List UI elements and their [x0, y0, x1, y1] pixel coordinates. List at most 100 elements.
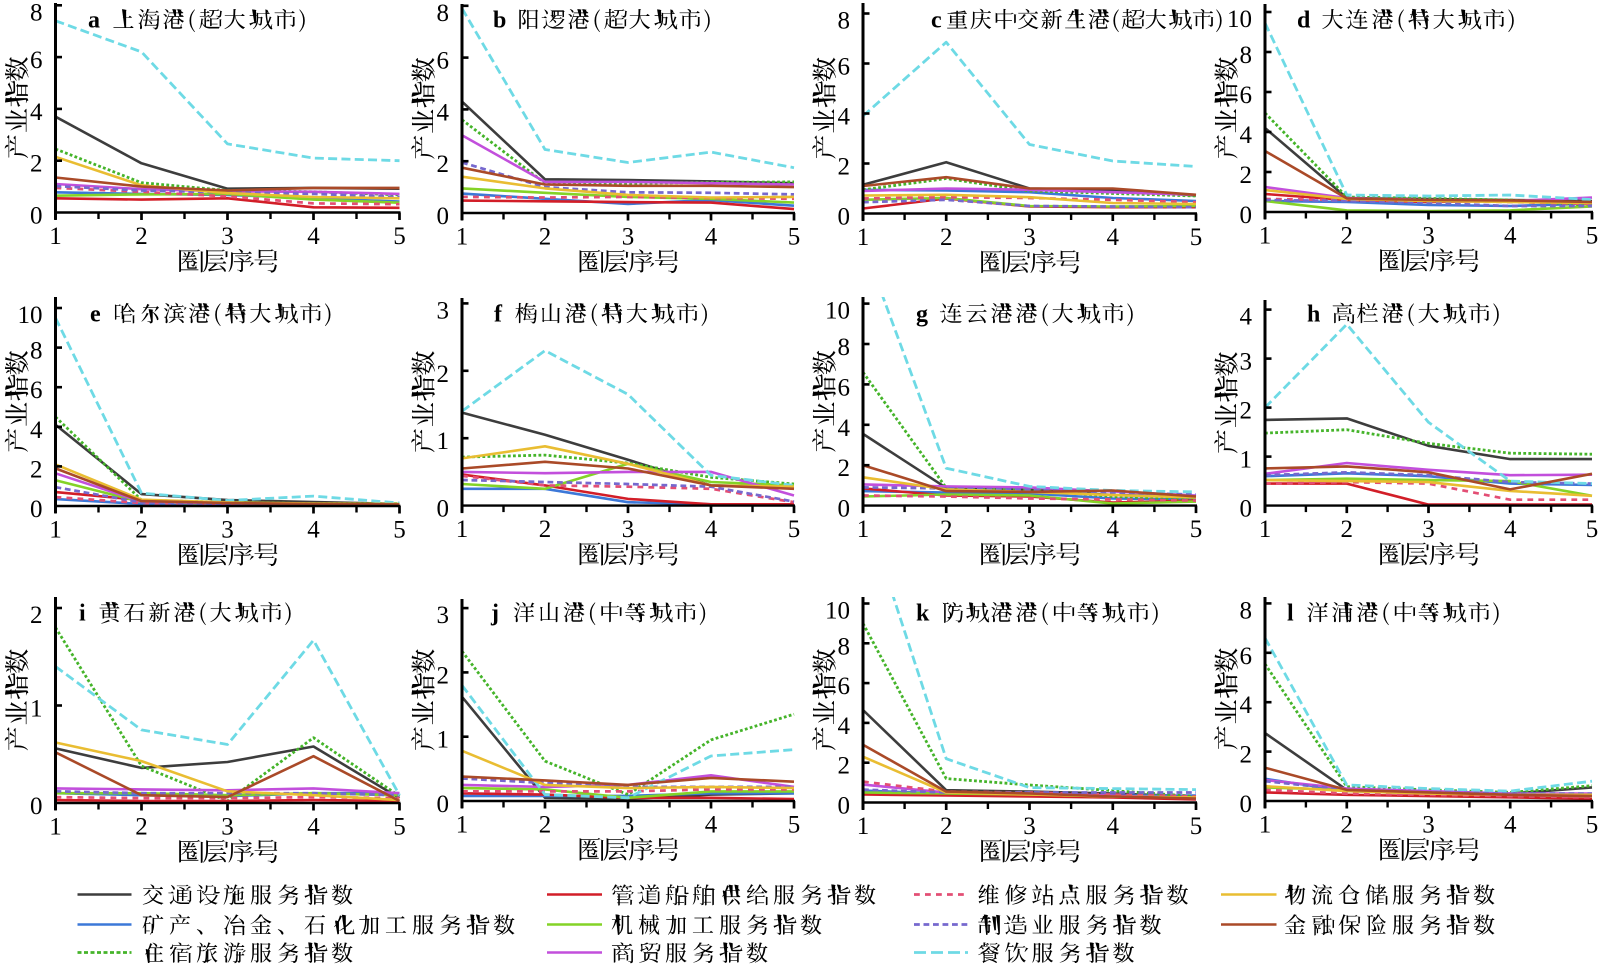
svg-text:8: 8	[1240, 42, 1253, 69]
svg-text:3: 3	[1023, 516, 1036, 543]
svg-text:5: 5	[1190, 516, 1203, 543]
svg-text:4: 4	[1240, 122, 1253, 149]
svg-text:5: 5	[788, 516, 801, 543]
svg-text:4: 4	[705, 812, 718, 839]
svg-text:i: i	[79, 601, 86, 627]
svg-text:4: 4	[1504, 516, 1517, 543]
svg-text:0: 0	[1240, 496, 1253, 523]
svg-text:0: 0	[30, 203, 43, 230]
svg-text:8: 8	[838, 633, 851, 660]
svg-text:b: b	[493, 8, 506, 34]
svg-text:l: l	[1287, 601, 1294, 627]
svg-text:2: 2	[135, 517, 148, 544]
svg-text:6: 6	[30, 377, 43, 404]
svg-text:2: 2	[1240, 398, 1253, 425]
svg-text:1: 1	[30, 696, 43, 723]
svg-text:0: 0	[30, 496, 43, 523]
svg-text:3: 3	[1023, 813, 1036, 840]
svg-text:2: 2	[838, 154, 851, 181]
svg-text:3: 3	[221, 517, 234, 544]
svg-text:2: 2	[940, 813, 953, 840]
svg-text:g: g	[916, 302, 928, 328]
svg-text:1: 1	[49, 223, 62, 250]
svg-text:8: 8	[30, 338, 43, 365]
svg-text:4: 4	[30, 99, 43, 126]
svg-text:2: 2	[1341, 223, 1354, 250]
svg-text:3: 3	[1422, 223, 1435, 250]
svg-text:1: 1	[1240, 447, 1253, 474]
svg-text:3: 3	[1422, 812, 1435, 839]
svg-text:6: 6	[838, 673, 851, 700]
svg-text:4: 4	[838, 104, 851, 131]
svg-text:4: 4	[1504, 223, 1517, 250]
svg-text:2: 2	[30, 456, 43, 483]
svg-text:1: 1	[1259, 812, 1272, 839]
svg-text:5: 5	[393, 517, 406, 544]
svg-text:d: d	[1297, 8, 1311, 34]
svg-text:2: 2	[437, 662, 450, 689]
svg-text:3: 3	[622, 812, 635, 839]
svg-text:6: 6	[838, 54, 851, 81]
svg-text:0: 0	[437, 496, 450, 523]
svg-text:4: 4	[1240, 304, 1253, 331]
svg-text:2: 2	[539, 812, 552, 839]
svg-text:3: 3	[437, 602, 450, 629]
svg-text:10: 10	[825, 598, 850, 625]
svg-text:3: 3	[622, 224, 635, 251]
svg-text:3: 3	[1240, 349, 1253, 376]
svg-text:4: 4	[307, 814, 320, 841]
svg-text:0: 0	[838, 204, 851, 231]
svg-text:h: h	[1307, 302, 1320, 328]
svg-text:4: 4	[30, 417, 43, 444]
svg-text:4: 4	[307, 517, 320, 544]
svg-text:0: 0	[1240, 202, 1253, 229]
svg-text:e: e	[90, 302, 101, 328]
svg-text:2: 2	[1341, 812, 1354, 839]
svg-text:1: 1	[857, 813, 870, 840]
svg-text:5: 5	[1586, 516, 1599, 543]
svg-text:5: 5	[1190, 224, 1203, 251]
svg-text:1: 1	[1259, 223, 1272, 250]
svg-text:3: 3	[437, 297, 450, 324]
svg-text:5: 5	[1190, 813, 1203, 840]
svg-text:8: 8	[1240, 597, 1253, 624]
svg-text:8: 8	[838, 8, 851, 35]
svg-text:8: 8	[838, 334, 851, 361]
svg-text:2: 2	[1240, 162, 1253, 189]
svg-text:10: 10	[825, 298, 850, 325]
svg-text:2: 2	[838, 753, 851, 780]
svg-text:3: 3	[221, 223, 234, 250]
svg-text:3: 3	[1023, 224, 1036, 251]
svg-text:2: 2	[30, 151, 43, 178]
svg-text:j: j	[490, 601, 499, 627]
svg-text:2: 2	[135, 223, 148, 250]
svg-text:2: 2	[30, 602, 43, 629]
svg-text:2: 2	[437, 151, 450, 178]
svg-text:4: 4	[1107, 224, 1120, 251]
svg-text:2: 2	[940, 516, 953, 543]
svg-text:8: 8	[30, 0, 43, 26]
svg-text:1: 1	[456, 516, 469, 543]
svg-text:4: 4	[838, 713, 851, 740]
svg-text:4: 4	[705, 224, 718, 251]
svg-text:1: 1	[437, 727, 450, 754]
svg-text:8: 8	[437, 0, 450, 27]
svg-text:1: 1	[49, 814, 62, 841]
svg-text:4: 4	[1240, 692, 1253, 719]
svg-text:5: 5	[1586, 812, 1599, 839]
svg-text:5: 5	[393, 223, 406, 250]
svg-text:2: 2	[135, 814, 148, 841]
svg-text:6: 6	[1240, 643, 1253, 670]
svg-text:0: 0	[30, 793, 43, 820]
svg-text:2: 2	[539, 516, 552, 543]
svg-text:5: 5	[393, 814, 406, 841]
svg-text:5: 5	[788, 224, 801, 251]
svg-text:0: 0	[437, 203, 450, 230]
svg-text:5: 5	[1586, 223, 1599, 250]
svg-text:2: 2	[1341, 516, 1354, 543]
svg-text:1: 1	[1259, 516, 1272, 543]
svg-text:4: 4	[1504, 812, 1517, 839]
svg-text:1: 1	[49, 517, 62, 544]
svg-text:2: 2	[940, 224, 953, 251]
svg-text:6: 6	[1240, 82, 1253, 109]
